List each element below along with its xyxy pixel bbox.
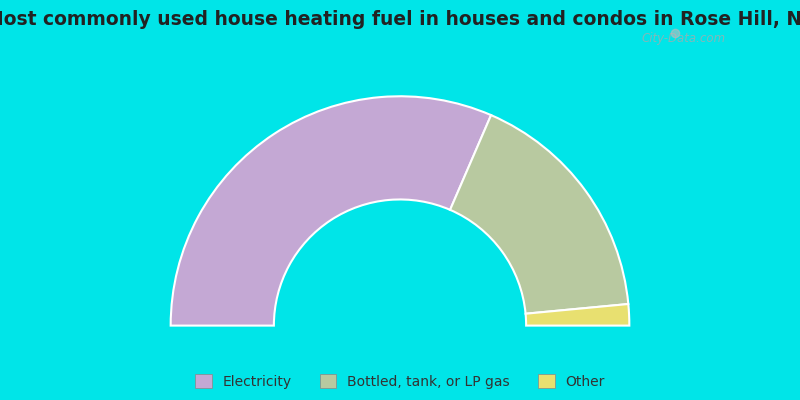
Wedge shape: [526, 304, 630, 326]
Text: City-Data.com: City-Data.com: [642, 32, 726, 45]
Legend: Electricity, Bottled, tank, or LP gas, Other: Electricity, Bottled, tank, or LP gas, O…: [190, 368, 610, 394]
Text: Most commonly used house heating fuel in houses and condos in Rose Hill, NC: Most commonly used house heating fuel in…: [0, 10, 800, 29]
Wedge shape: [450, 115, 628, 314]
Wedge shape: [170, 96, 491, 326]
